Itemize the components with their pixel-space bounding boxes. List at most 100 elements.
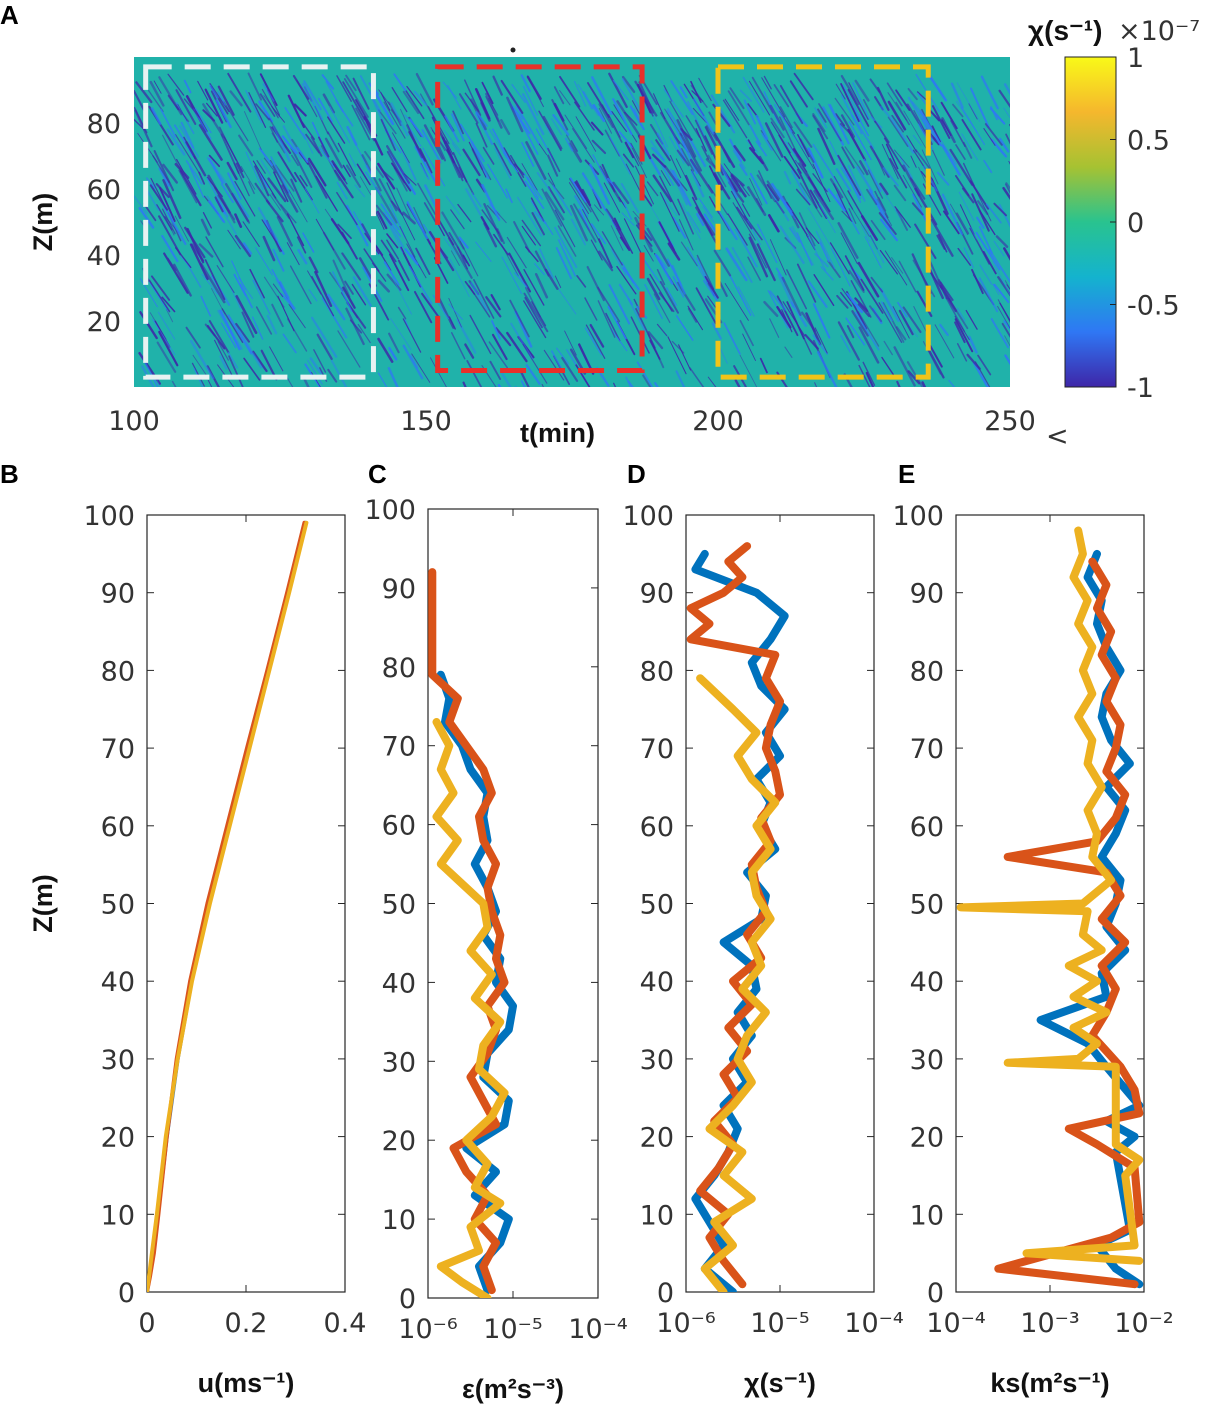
heatmap-streak [492, 75, 503, 96]
heatmap-streak [887, 100, 907, 131]
heatmap-streak [234, 234, 252, 258]
heatmap-streak [558, 289, 577, 315]
heatmap-streak [848, 208, 857, 224]
heatmap-streak [943, 210, 960, 235]
heatmap-streak [547, 172, 556, 187]
heatmap-streak [327, 293, 346, 321]
heatmap-streak [883, 137, 906, 172]
heatmap-streak [147, 89, 164, 113]
heatmap-streak [258, 100, 274, 123]
heatmap-streak [288, 303, 306, 329]
panel-c-epsilon: 0 10 20 30 40 50 60 70 80 90 100 10⁻⁶ 10⁻⁵ 10⁻⁴ε(m²s⁻… [364, 495, 627, 1404]
heatmap-streak [523, 269, 545, 306]
heatmap-streak [722, 99, 748, 139]
heatmap-streak [658, 221, 675, 251]
heatmap-streak [931, 105, 951, 139]
heatmap-streak [820, 266, 834, 281]
heatmap-streak [411, 353, 431, 383]
heatmap-streak [279, 281, 290, 299]
heatmap-streak [695, 206, 716, 236]
heatmap-streak [523, 292, 549, 333]
heatmap-streak [377, 109, 397, 135]
heatmap-streak [261, 88, 279, 119]
ytick-label: 100 [622, 501, 674, 532]
heatmap-streak [676, 281, 696, 311]
heatmap-streak [672, 216, 687, 239]
heatmap-streak [907, 87, 918, 101]
heatmap-streak [837, 222, 859, 259]
heatmap-streak [854, 297, 869, 313]
heatmap-streak [958, 191, 975, 221]
heatmap-streak [968, 103, 978, 120]
ytick-label: 20 [910, 1123, 944, 1154]
heatmap-streak [658, 292, 675, 313]
heatmap-streak [354, 184, 366, 198]
xtick-label: 10⁻³ [1020, 1308, 1079, 1339]
heatmap-streak [844, 255, 865, 292]
heatmap-streak [501, 244, 519, 277]
heatmap-streak [574, 101, 595, 131]
heatmap-streak [916, 290, 933, 318]
heatmap-streak [228, 355, 244, 387]
heatmap-streak [245, 89, 263, 124]
heatmap-streak [761, 77, 786, 118]
heatmap-streak [842, 84, 862, 121]
heatmap-streak [385, 145, 411, 184]
heatmap-streak [840, 114, 855, 138]
heatmap-streak [322, 93, 336, 114]
heatmap-streak [517, 196, 543, 237]
heatmap-streak [530, 197, 545, 222]
heatmap-streak [227, 229, 241, 250]
ytick-label: 30 [640, 1045, 674, 1076]
heatmap-streak [235, 162, 245, 179]
heatmap-streak [408, 265, 433, 305]
heatmap-streak [751, 76, 774, 114]
heatmap-streak [701, 145, 710, 160]
heatmap-streak [627, 380, 634, 387]
heatmap-streak [795, 188, 811, 206]
heatmap-streak [742, 333, 756, 361]
heatmap-streak [939, 323, 949, 337]
heatmap-streak [936, 134, 957, 165]
ytick-label: 0 [927, 1278, 944, 1309]
heatmap-streak [629, 142, 647, 178]
heatmap-streak [214, 339, 233, 376]
heatmap-streak [471, 148, 484, 171]
heatmap-streak [481, 209, 500, 234]
heatmap-streak [625, 163, 642, 194]
heatmap-streak [928, 75, 948, 102]
heatmap-streak [757, 170, 773, 199]
heatmap-streak [809, 189, 828, 219]
heatmap-streak [977, 354, 992, 376]
heatmap-streak [255, 103, 270, 121]
heatmap-streak [536, 171, 551, 191]
heatmap-streak [375, 204, 393, 226]
heatmap-streak [337, 142, 356, 177]
heatmap-streak [590, 121, 604, 136]
heatmap-streak [387, 367, 399, 387]
panel-a-xtick: 250 [984, 406, 1036, 437]
xtick-label: 10⁻⁵ [750, 1308, 809, 1339]
heatmap-streak [667, 242, 681, 261]
heatmap-streak [1008, 160, 1010, 165]
heatmap-streak [204, 88, 224, 124]
heatmap-streak [936, 171, 950, 186]
heatmap-streak [746, 186, 767, 217]
heatmap-streak [976, 200, 989, 216]
heatmap-streak [163, 205, 187, 246]
heatmap-streak [593, 204, 605, 216]
heatmap-streak [870, 219, 886, 241]
ytick-label: 80 [640, 656, 674, 687]
heatmap-streak [307, 270, 322, 295]
heatmap-streak [841, 146, 855, 169]
ytick-label: 20 [640, 1123, 674, 1154]
heatmap-streak [336, 191, 358, 226]
heatmap-streak [497, 383, 502, 387]
heatmap-streak [552, 114, 570, 136]
heatmap-streak [243, 357, 261, 381]
heatmap-streak [422, 147, 446, 187]
heatmap-streak [464, 79, 482, 116]
heatmap-streak [559, 75, 581, 108]
heatmap-streak [694, 119, 713, 155]
colorbar-tick-label: 0 [1127, 208, 1144, 239]
